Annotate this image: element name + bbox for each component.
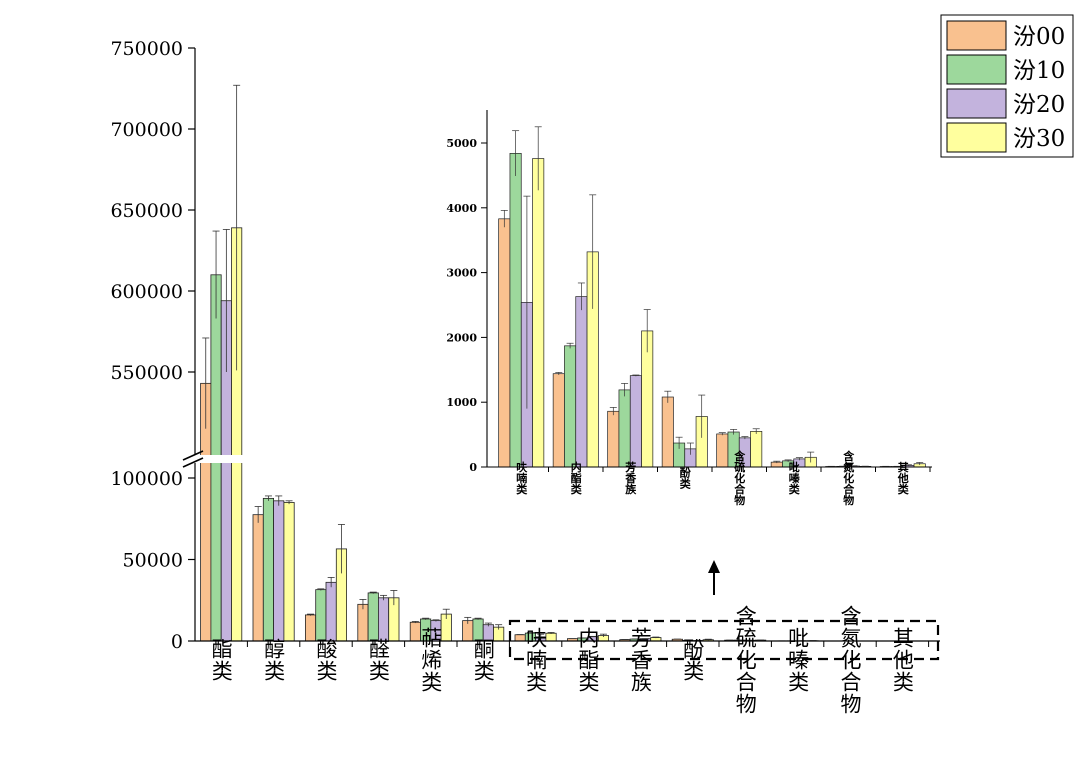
inset-y-tick-label: 2000	[446, 331, 477, 344]
legend-swatch	[946, 54, 1007, 85]
bar-汾10-醇类	[262, 497, 274, 642]
x-tick-label: 酸类	[314, 638, 338, 682]
x-tick-label: 酮类	[471, 638, 495, 682]
inset-bar-汾10-呋喃类	[509, 153, 522, 468]
axis-break-mark	[182, 457, 204, 468]
bar-汾00-醛类	[357, 603, 369, 642]
inset-x-tick-label: 其他类	[896, 460, 910, 495]
bar-汾10-酸类	[315, 589, 327, 642]
inset-bar-汾10-内酯类	[564, 345, 577, 468]
inset-bar-汾30-呋喃类	[532, 158, 545, 468]
y-tick-label: 750000	[110, 38, 183, 60]
y-tick-label: 600000	[110, 281, 183, 303]
inset-bar-汾20-芳香族	[629, 375, 642, 468]
legend-label: 汾10	[1013, 58, 1065, 84]
x-tick-label: 醛类	[366, 638, 390, 682]
inset-bar-汾30-含硫化合物	[750, 431, 763, 468]
legend-label: 汾30	[1013, 126, 1065, 152]
bar-汾10-醛类	[367, 592, 379, 642]
highlight-box	[508, 619, 940, 661]
y-tick-label: 700000	[110, 119, 183, 141]
inset-y-tick-label: 3000	[446, 267, 477, 280]
arrow-head	[708, 560, 720, 573]
y-tick-label: 50000	[123, 550, 183, 572]
y-tick-label: 100000	[110, 468, 183, 490]
x-tick-label: 酯类	[209, 638, 233, 682]
axis-break-gap	[188, 455, 248, 463]
inset-x-tick-label: 含硫化合物	[733, 449, 747, 506]
inset-bar-汾00-内酯类	[552, 373, 565, 468]
inset-x-tick-label: 芳香族	[624, 460, 638, 495]
bar-汾20-醛类	[377, 597, 390, 642]
y-tick-label: 650000	[110, 200, 183, 222]
inset-y-tick-label: 0	[469, 461, 477, 474]
legend-swatch	[946, 122, 1007, 153]
inset-y-tick-label: 1000	[446, 396, 477, 409]
y-tick-label: 550000	[110, 362, 183, 384]
inset-x-tick-label: 呋喃类	[515, 460, 528, 495]
y-tick-label: 0	[171, 631, 183, 653]
bar-汾30-醇类	[283, 502, 295, 642]
x-tick-label: 醇类	[262, 638, 286, 682]
axis-break-mark	[182, 450, 204, 461]
inset-bar-汾20-内酯类	[575, 296, 588, 468]
inset-x-tick-label: 含氮化合物	[842, 449, 856, 506]
inset-bar-汾00-呋喃类	[498, 218, 511, 468]
inset-x-tick-label: 内酯类	[569, 460, 582, 495]
inset-y-tick-label: 4000	[446, 202, 477, 215]
inset-x-tick-label: 吡嗪类	[787, 460, 800, 495]
inset-bar-汾00-含硫化合物	[716, 433, 729, 468]
x-tick-label: 萜烯类	[419, 627, 443, 693]
bar-汾20-酸类	[325, 581, 337, 642]
legend-label: 汾00	[1013, 24, 1065, 50]
inset-bar-汾10-芳香族	[618, 389, 631, 468]
inset-x-tick-label: 酚类	[678, 466, 691, 490]
inset-y-tick-label: 5000	[446, 137, 477, 150]
bar-汾00-醇类	[252, 514, 264, 642]
inset-bar-汾00-芳香族	[607, 410, 620, 468]
legend-swatch	[946, 88, 1007, 119]
bar-汾20-醇类	[273, 500, 285, 642]
legend-swatch	[946, 20, 1007, 51]
inset-bar-汾00-酚类	[661, 396, 674, 468]
legend-label: 汾20	[1013, 92, 1065, 118]
